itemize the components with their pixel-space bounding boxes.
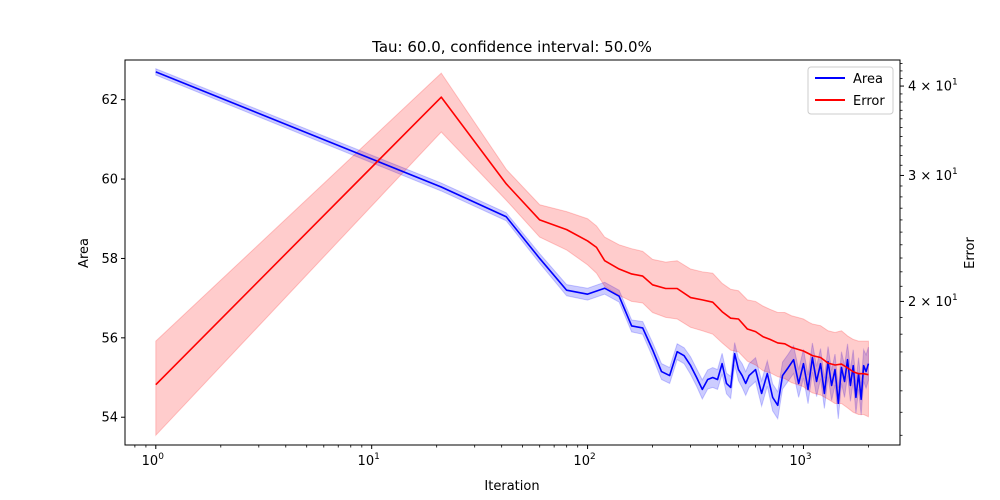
plot-area bbox=[155, 67, 870, 437]
series-line-area bbox=[155, 71, 870, 407]
y-tick-label: 56 bbox=[101, 331, 118, 346]
y-axis-left: 54 56 58 60 62 bbox=[101, 93, 125, 426]
y-tick-label: 58 bbox=[101, 252, 118, 267]
y-axis-label: Area bbox=[77, 238, 92, 268]
x-tick-exponent: 1 bbox=[374, 452, 380, 462]
y2-tick-label: 2 × 101 bbox=[908, 293, 958, 310]
x-axis-label: Iteration bbox=[484, 479, 539, 494]
legend: Area Error bbox=[807, 66, 894, 115]
y-tick-label: 62 bbox=[101, 93, 118, 108]
y2-tick-exponent: 1 bbox=[952, 167, 958, 177]
y2-tick-label: 3 × 101 bbox=[908, 167, 958, 184]
x-tick-exponent: 0 bbox=[158, 452, 164, 462]
series-line-error bbox=[155, 96, 869, 386]
y-axis-right: 2 × 101 3 × 101 4 × 101 bbox=[900, 63, 958, 436]
chart-title: Tau: 60.0, confidence interval: 50.0% bbox=[371, 38, 652, 56]
y2-tick-exponent: 1 bbox=[952, 78, 958, 88]
y-tick-label: 54 bbox=[101, 411, 118, 426]
x-axis: 100 101 102 103 bbox=[134, 445, 869, 469]
y2-axis-label: Error bbox=[963, 237, 978, 269]
confidence-band-area bbox=[155, 67, 869, 421]
plot-frame bbox=[124, 59, 901, 446]
x-tick-label: 101 bbox=[358, 452, 380, 469]
x-tick-label: 103 bbox=[789, 452, 811, 469]
legend-label-area: Area bbox=[853, 72, 883, 87]
x-tick-label: 100 bbox=[142, 452, 165, 469]
x-tick-exponent: 2 bbox=[590, 452, 596, 462]
y2-tick-label: 4 × 101 bbox=[908, 78, 958, 95]
legend-label-error: Error bbox=[853, 94, 885, 109]
x-tick-exponent: 3 bbox=[806, 452, 812, 462]
x-tick-label: 102 bbox=[573, 452, 595, 469]
y-tick-label: 60 bbox=[101, 173, 118, 188]
y2-tick-exponent: 1 bbox=[952, 293, 958, 303]
confidence-band-error bbox=[155, 72, 869, 437]
